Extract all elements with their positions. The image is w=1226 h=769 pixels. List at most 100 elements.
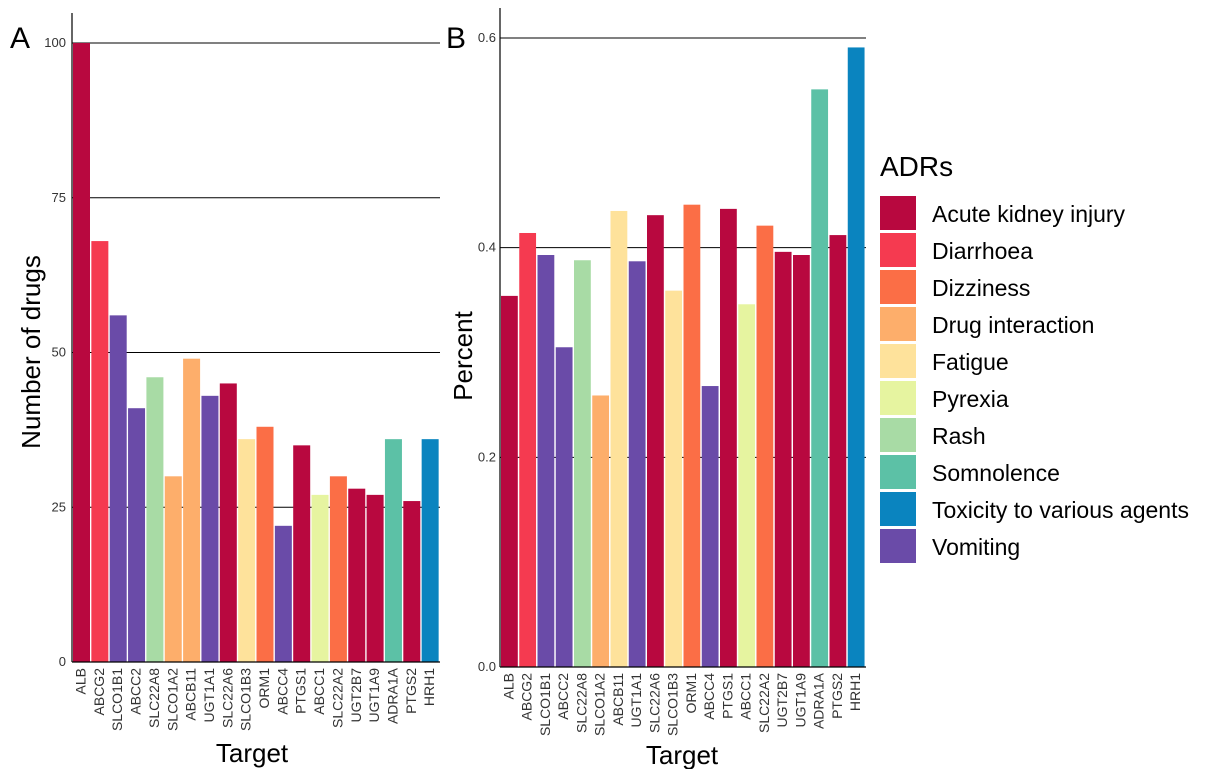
panel-a-xtick-label: SLCO1A2 — [164, 668, 180, 731]
panel-a-xtick-label: ABCC2 — [128, 668, 144, 715]
panel-a-xtick-label: SLC22A2 — [329, 668, 345, 728]
panel-a-bar-abcc2 — [128, 408, 146, 662]
panel-a-xtick-label: ABCC4 — [274, 668, 290, 715]
panel-a-xtick-label: UGT1A1 — [201, 668, 217, 723]
panel-a-xtick-label: UGT1A9 — [366, 668, 382, 723]
legend-item-label: Fatigue — [932, 349, 1009, 375]
panel-a-ytick-label: 0 — [59, 654, 66, 669]
panel-b-bar-ugt2b7 — [774, 251, 792, 668]
panel-b-xtick-label: ABCB11 — [610, 673, 626, 726]
legend-swatch — [880, 529, 916, 563]
legend-item-label: Somnolence — [932, 460, 1060, 486]
panel-a-xtick-label: ABCB11 — [183, 668, 199, 721]
panel-b-xtick-label: UGT1A1 — [628, 673, 644, 728]
panel-a-bar-hrh1 — [421, 439, 439, 662]
panel-a-bar-adra1a — [384, 439, 402, 662]
panel-b-xtick-label: SLCO1B1 — [537, 673, 553, 736]
panel-b-bar-slc22a6 — [647, 215, 664, 667]
panel-b-xtick-label: ABCG2 — [519, 673, 535, 721]
legend-item-label: Pyrexia — [932, 386, 1009, 412]
panel-a-bar-slco1b3 — [238, 439, 256, 662]
panel-b-bar-abcc2 — [555, 347, 573, 667]
panel-a-xtick-label: SLCO1B3 — [238, 668, 254, 731]
panel-a-bar-ugt1a9 — [366, 494, 384, 662]
panel-b-bar-abcc4 — [701, 386, 719, 667]
panel-b-bar-abcc1 — [738, 304, 756, 667]
panel-b-xtick-label: HRH1 — [847, 673, 863, 711]
panel-b-xtick-label: SLCO1A2 — [592, 673, 608, 736]
panel-b-bar-orm1 — [683, 204, 701, 667]
panel-a-bar-ugt2b7 — [348, 488, 366, 662]
panel-b-xtick-label: PTGS2 — [829, 673, 845, 719]
panel-a-bar-abcc1 — [311, 494, 329, 662]
legend-swatch — [880, 344, 916, 378]
panel-b-bar-slc22a8 — [574, 260, 591, 667]
panel-a-ytick-label: 25 — [52, 499, 66, 514]
legend-item-label: Toxicity to various agents — [932, 497, 1189, 523]
legend-swatch — [880, 270, 916, 304]
legend: ADRs Acute kidney injury Diarrhoea Dizzine… — [880, 151, 1189, 563]
panel-b-bar-ptgs1 — [720, 208, 737, 667]
panel-a-ytick-label: 50 — [52, 345, 66, 360]
legend-swatch — [880, 381, 916, 415]
panel-b-xtick-label: ABCC1 — [738, 673, 754, 720]
panel-b-bar-hrh1 — [847, 47, 865, 668]
panel-a-ylabel: Number of drugs — [16, 255, 46, 449]
panel-b-xlabel: Target — [646, 740, 719, 769]
legend-swatch — [880, 455, 916, 489]
panel-b-xtick-label: UGT2B7 — [774, 673, 790, 728]
panel-b-xtick-label: SLCO1B3 — [665, 673, 681, 736]
panel-b-label: B — [446, 22, 466, 55]
panel-a-xtick-label: SLCO1B1 — [109, 668, 125, 731]
panel-b-bar-ptgs2 — [829, 235, 847, 667]
panel-a-bar-ptgs1 — [293, 445, 311, 662]
panel-a-bar-slco1a2 — [164, 476, 182, 662]
panel-b-xtick-label: ALB — [500, 673, 516, 699]
legend-swatch — [880, 492, 916, 526]
panel-b-bar-slco1a2 — [592, 395, 610, 667]
panel-a-bar-slc22a8 — [146, 377, 164, 662]
panel-b-bar-abcb11 — [610, 210, 628, 667]
panel-b-ytick-label: 0.4 — [478, 240, 496, 255]
panel-a-ytick-label: 75 — [52, 190, 66, 205]
legend-swatch — [880, 196, 916, 230]
panel-b-bar-ugt1a1 — [628, 261, 646, 667]
panel-b-xtick-label: ABCC4 — [701, 673, 717, 720]
panel-b-bar-abcg2 — [519, 232, 537, 668]
panel-a-xtick-label: SLC22A6 — [219, 668, 235, 728]
panel-a-xtick-label: ORM1 — [256, 668, 272, 709]
panel-b-bar-slco1b3 — [665, 290, 683, 667]
panel-a-xtick-label: SLC22A8 — [146, 668, 162, 728]
panel-a-xlabel: Target — [216, 738, 289, 768]
panel-a-label: A — [10, 22, 30, 55]
legend-swatch — [880, 418, 916, 452]
legend-title: ADRs — [880, 151, 953, 182]
panel-b-bar-ugt1a9 — [793, 255, 810, 667]
panel-b-xtick-label: SLC22A8 — [573, 673, 589, 733]
panel-a-xtick-label: HRH1 — [421, 668, 437, 706]
panel-a-bar-slco1b1 — [109, 315, 127, 662]
panel-b-bar-slco1b1 — [537, 255, 555, 667]
panel-b-xtick-label: SLC22A6 — [646, 673, 662, 733]
panel-a-bar-ugt1a1 — [201, 395, 219, 662]
panel-a-bar-alb — [73, 43, 90, 662]
panel-a-bar-abcc4 — [274, 525, 292, 662]
legend-item-label: Vomiting — [932, 534, 1020, 560]
panel-b-ytick-label: 0.6 — [478, 30, 496, 45]
panel-b-xtick-label: PTGS1 — [719, 673, 735, 719]
panel-a-bar-slc22a6 — [219, 383, 237, 662]
panel-a-xtick-label: UGT2B7 — [348, 668, 364, 723]
panel-b-ytick-label: 0.0 — [478, 659, 496, 674]
panel-b-bar-adra1a — [811, 89, 829, 667]
panel-a-bar-orm1 — [256, 426, 274, 662]
panel-b-bar-slc22a2 — [756, 225, 774, 667]
panel-b-bar-alb — [501, 295, 518, 667]
panel-a-xtick-label: ABCC1 — [311, 668, 327, 715]
legend-item-label: Rash — [932, 423, 986, 449]
panel-b-xtick-label: ADRA1A — [811, 672, 827, 729]
panel-b-xtick-label: UGT1A9 — [792, 673, 808, 728]
panel-a-xtick-label: ABCG2 — [91, 668, 107, 716]
panel-a-ytick-label: 100 — [44, 35, 66, 50]
